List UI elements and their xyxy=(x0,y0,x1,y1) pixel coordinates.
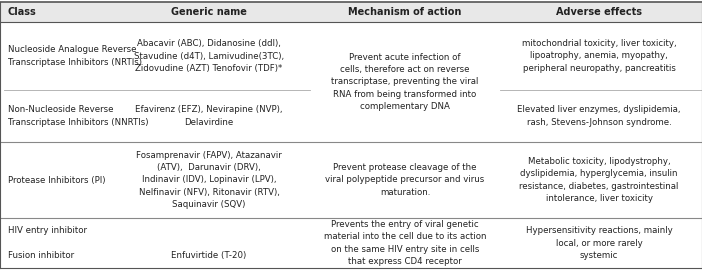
Text: Prevents the entry of viral genetic
material into the cell due to its action
on : Prevents the entry of viral genetic mate… xyxy=(324,220,486,266)
Text: Mechanism of action: Mechanism of action xyxy=(348,7,462,17)
Text: Enfuvirtide (T-20): Enfuvirtide (T-20) xyxy=(171,226,246,260)
Text: Prevent protease cleavage of the
viral polypeptide precursor and virus
maturatio: Prevent protease cleavage of the viral p… xyxy=(325,163,484,197)
Text: Prevent acute infection of
cells, therefore act on reverse
transcriptase, preven: Prevent acute infection of cells, theref… xyxy=(331,53,479,111)
Bar xyxy=(0,2,702,22)
Text: Class: Class xyxy=(8,7,37,17)
Text: Nucleoside Analogue Reverse
Transcriptase Inhibitors (NRTIs): Nucleoside Analogue Reverse Transcriptas… xyxy=(8,45,142,67)
Text: Efavirenz (EFZ), Nevirapine (NVP),
Delavirdine: Efavirenz (EFZ), Nevirapine (NVP), Delav… xyxy=(135,106,283,126)
Text: Elevated liver enzymes, dyslipidemia,
rash, Stevens-Johnson syndrome.: Elevated liver enzymes, dyslipidemia, ra… xyxy=(517,106,681,126)
Text: Adverse effects: Adverse effects xyxy=(556,7,642,17)
Text: Generic name: Generic name xyxy=(171,7,247,17)
Text: Metabolic toxicity, lipodystrophy,
dyslipidemia, hyperglycemia, insulin
resistan: Metabolic toxicity, lipodystrophy, dysli… xyxy=(519,157,679,203)
Text: HIV entry inhibitor

Fusion inhibitor: HIV entry inhibitor Fusion inhibitor xyxy=(8,226,87,260)
Text: mitochondrial toxicity, liver toxicity,
lipoatrophy, anemia, myopathy,
periphera: mitochondrial toxicity, liver toxicity, … xyxy=(522,39,676,73)
Text: Non-Nucleoside Reverse
Transcriptase Inhibitors (NNRTIs): Non-Nucleoside Reverse Transcriptase Inh… xyxy=(8,106,149,126)
Text: Fosamprenavir (FAPV), Atazanavir
(ATV),  Darunavir (DRV),
Indinavir (IDV), Lopin: Fosamprenavir (FAPV), Atazanavir (ATV), … xyxy=(136,151,282,209)
Text: Abacavir (ABC), Didanosine (ddI),
Stavudine (d4T), Lamivudine(3TC),
Zidovudine (: Abacavir (ABC), Didanosine (ddI), Stavud… xyxy=(134,39,284,73)
Text: Protease Inhibitors (PI): Protease Inhibitors (PI) xyxy=(8,175,105,184)
Text: Hypersensitivity reactions, mainly
local, or more rarely
systemic: Hypersensitivity reactions, mainly local… xyxy=(526,226,673,260)
